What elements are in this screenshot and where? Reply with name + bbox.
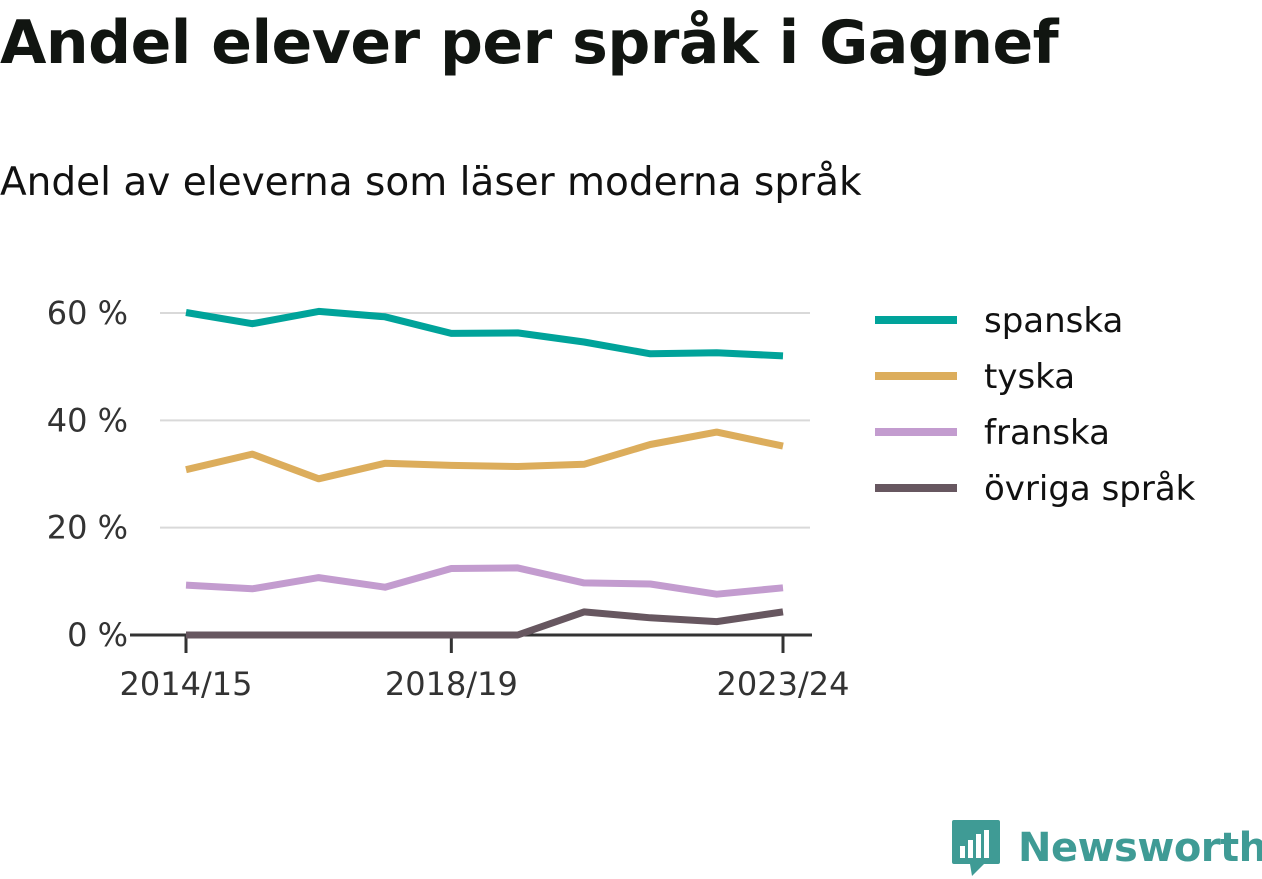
y-tick-label: 60 %	[47, 294, 128, 332]
y-tick-label: 40 %	[47, 401, 128, 439]
chart-subtitle: Andel av eleverna som läser moderna språ…	[0, 160, 862, 205]
x-tick-label: 2018/19	[385, 665, 518, 703]
series-line-tyska	[185, 428, 784, 483]
x-tick-label: 2023/24	[717, 665, 850, 703]
y-tick-label: 0 %	[67, 616, 128, 654]
newsworthy-logo-icon	[952, 820, 1000, 876]
x-axis: 2014/15 2018/19 2023/24	[120, 633, 850, 703]
legend-label: spanska	[984, 301, 1123, 341]
legend-label: tyska	[984, 357, 1075, 397]
series-line-spanska	[185, 307, 784, 360]
series-line-franska	[185, 564, 784, 598]
legend-label: franska	[984, 413, 1110, 453]
legend-label: övriga språk	[984, 469, 1196, 509]
brand-name: Newsworthy	[1018, 825, 1262, 871]
series-line-övriga-språk	[186, 608, 784, 639]
gridlines	[160, 312, 810, 529]
x-tick-label: 2014/15	[120, 665, 253, 703]
chart-title: Andel elever per språk i Gagnef	[0, 8, 1059, 78]
series-lines	[185, 307, 784, 639]
legend: spanska tyska franska övriga språk	[875, 301, 1196, 509]
newsworthy-brand: Newsworthy	[950, 818, 1262, 878]
y-tick-label: 20 %	[47, 509, 128, 547]
y-axis-ticks: 0 % 20 % 40 % 60 %	[47, 294, 128, 654]
